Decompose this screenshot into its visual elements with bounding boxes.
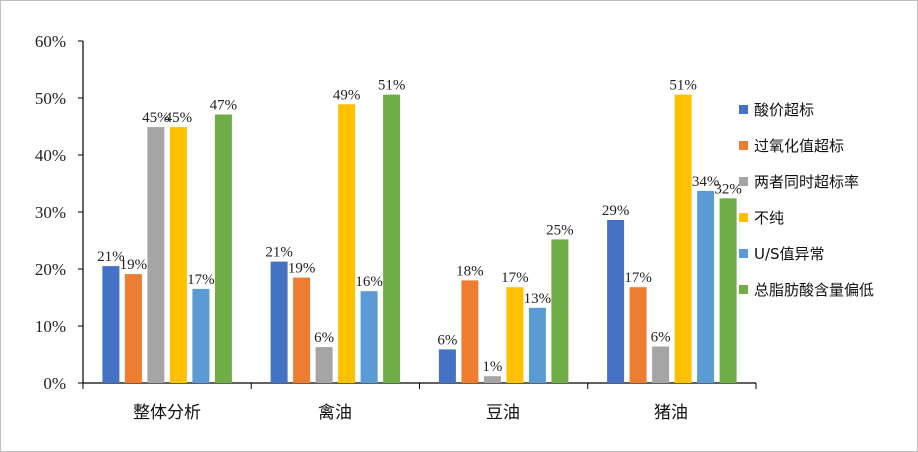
- data-label: 6%: [437, 332, 457, 348]
- legend: 酸价超标 过氧化值超标 两者同时超标率 不纯 U/S值异常 总脂肪酸含量偏低: [739, 101, 874, 299]
- data-label: 19%: [120, 257, 148, 273]
- bar: [169, 127, 187, 383]
- data-label: 18%: [456, 263, 484, 279]
- data-label: 13%: [524, 291, 552, 307]
- data-label: 45%: [142, 110, 170, 126]
- data-label: 25%: [546, 222, 574, 238]
- data-labels: 21%19%45%45%17%47%21%19%6%49%16%51%6%18%…: [97, 78, 742, 376]
- y-tick-label: 30%: [35, 203, 66, 222]
- category-label: 禽油: [318, 403, 352, 423]
- y-tick-label: 10%: [35, 317, 66, 336]
- data-label: 32%: [714, 181, 742, 197]
- bar: [192, 288, 210, 383]
- bar: [124, 274, 142, 383]
- category-label: 豆油: [486, 403, 520, 423]
- data-label: 17%: [187, 272, 215, 288]
- legend-label: 不纯: [754, 209, 784, 227]
- bar: [315, 347, 333, 383]
- legend-label: 总脂肪酸含量偏低: [754, 281, 874, 299]
- bar: [438, 349, 456, 383]
- data-label: 19%: [288, 261, 316, 277]
- legend-label: 过氧化值超标: [754, 137, 844, 155]
- legend-label: 两者同时超标率: [754, 173, 859, 191]
- legend-swatch: [739, 105, 748, 114]
- bar: [697, 190, 715, 383]
- data-label: 51%: [378, 78, 406, 94]
- bar: [551, 239, 569, 383]
- bar: [483, 376, 501, 383]
- y-axis-ticks: 0% 10% 20% 30% 40% 50% 60%: [35, 32, 66, 393]
- data-label: 47%: [210, 98, 238, 114]
- bar: [629, 287, 647, 383]
- data-label: 51%: [669, 78, 697, 94]
- bar: [719, 198, 737, 383]
- legend-swatch: [739, 213, 748, 222]
- data-label: 34%: [692, 174, 720, 190]
- data-label: 49%: [333, 87, 361, 103]
- y-tick-label: 60%: [35, 32, 66, 51]
- legend-label: 酸价超标: [754, 101, 814, 119]
- data-label: 45%: [165, 110, 193, 126]
- bar: [147, 127, 165, 383]
- data-label: 21%: [97, 249, 125, 265]
- x-axis-categories: 整体分析 禽油 豆油 猪油: [133, 403, 688, 423]
- bar: [293, 277, 311, 383]
- legend-swatch: [739, 285, 748, 294]
- bar: [506, 287, 524, 383]
- bar: [102, 266, 120, 383]
- y-tick-label: 50%: [35, 89, 66, 108]
- bar: [652, 346, 670, 383]
- data-label: 6%: [651, 330, 671, 346]
- y-tick-label: 0%: [43, 374, 66, 393]
- bar: [461, 280, 479, 383]
- bar: [214, 114, 232, 383]
- legend-label: U/S值异常: [754, 245, 825, 263]
- data-label: 6%: [314, 330, 334, 346]
- data-label: 17%: [501, 270, 529, 286]
- bar: [360, 291, 378, 383]
- data-label: 21%: [265, 245, 293, 261]
- bar: [383, 94, 401, 383]
- category-label: 整体分析: [133, 403, 201, 423]
- bar: [674, 94, 692, 383]
- legend-swatch: [739, 177, 748, 186]
- category-label: 猪油: [654, 403, 688, 423]
- bars: [102, 94, 737, 384]
- data-label: 29%: [602, 203, 630, 219]
- legend-swatch: [739, 249, 748, 258]
- y-tick-label: 20%: [35, 260, 66, 279]
- y-tick-label: 40%: [35, 146, 66, 165]
- bar: [528, 307, 546, 383]
- bar: [607, 220, 625, 383]
- bar: [270, 261, 288, 383]
- data-label: 17%: [624, 270, 652, 286]
- data-label: 1%: [482, 359, 502, 375]
- data-label: 16%: [355, 274, 383, 290]
- legend-swatch: [739, 141, 748, 150]
- bar: [338, 104, 356, 384]
